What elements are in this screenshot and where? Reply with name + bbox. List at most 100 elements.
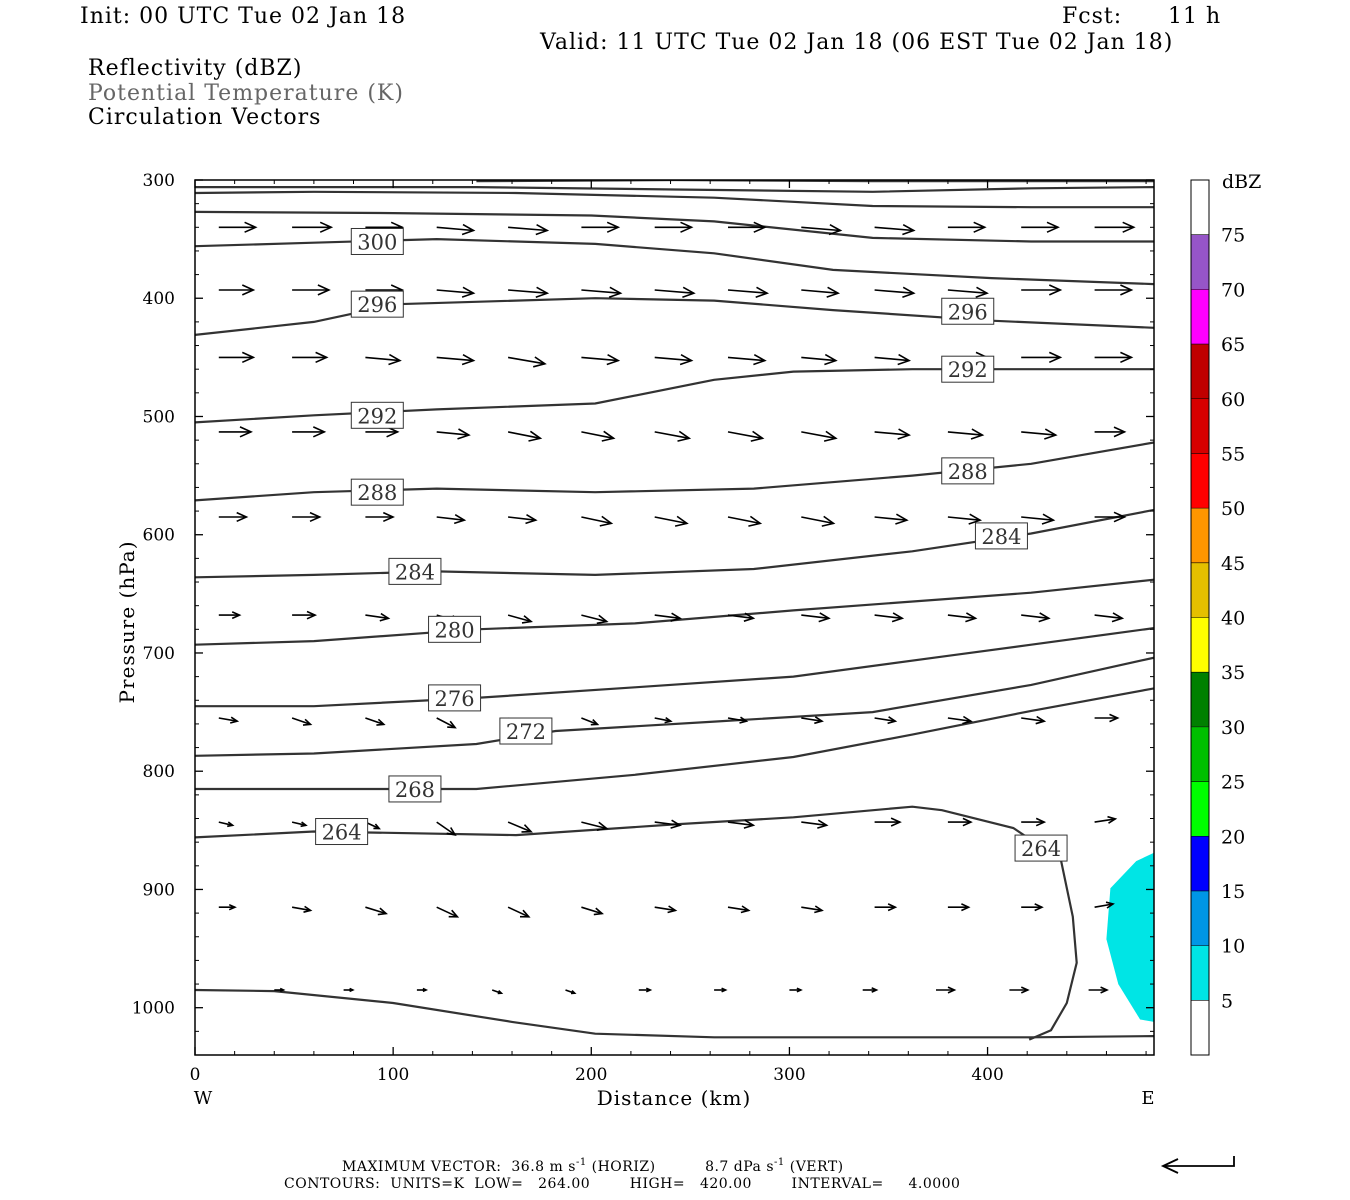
- forecast-hour: 11 h: [1168, 4, 1222, 29]
- vector-head: [667, 905, 678, 914]
- vector-shaft: [436, 821, 456, 836]
- contour-label: 296: [357, 293, 397, 317]
- vector-head: [677, 430, 692, 442]
- vector-head: [533, 356, 547, 368]
- vector-shaft: [654, 717, 671, 722]
- vector-shaft: [436, 289, 474, 294]
- circulation-vector: [436, 286, 476, 298]
- vector-head: [244, 221, 258, 233]
- vector-head: [664, 716, 673, 724]
- contour-label-box: [428, 615, 482, 643]
- vector-head: [521, 824, 533, 833]
- circulation-vector: [654, 354, 694, 366]
- vector-head: [1100, 986, 1109, 994]
- colorbar-unit: dBZ: [1222, 171, 1261, 193]
- colorbar-swatch: [1191, 672, 1209, 727]
- vector-shaft: [581, 821, 607, 830]
- colorbar-swatch: [1191, 562, 1209, 618]
- circulation-vector: [292, 426, 327, 438]
- vector-shaft: [874, 717, 896, 722]
- vector-head: [1109, 713, 1120, 723]
- contour-label: 284: [395, 560, 435, 584]
- vector-shaft: [801, 906, 823, 912]
- vector-shaft: [947, 289, 988, 294]
- circulation-vector: [581, 906, 604, 916]
- contour-label: 268: [395, 778, 435, 802]
- colorbar-label: 70: [1221, 279, 1245, 301]
- circulation-vector: [507, 356, 547, 368]
- vector-head: [497, 990, 504, 995]
- circulation-vector: [1094, 815, 1118, 824]
- vector-shaft: [727, 356, 765, 362]
- contour-label: 280: [435, 618, 475, 642]
- contour-label: 288: [357, 481, 397, 505]
- colorbar-swatch: [1191, 726, 1209, 782]
- vector-head: [887, 716, 898, 725]
- circulation-vector: [727, 515, 763, 527]
- vector-head: [236, 511, 249, 523]
- vector-head: [680, 221, 694, 233]
- colorbar-label: 30: [1221, 717, 1245, 739]
- vector-shaft: [507, 906, 530, 918]
- dbz-colorbar: 5 10 15 20 25 30 35 40 45 50 55 60 65 70 75: [1190, 179, 1245, 1056]
- colorbar-label: 15: [1221, 881, 1245, 903]
- circulation-vector: [365, 353, 402, 366]
- theta-contour-288: [195, 441, 1154, 502]
- vector-shaft: [291, 906, 311, 912]
- reflectivity-area: [1106, 852, 1154, 1022]
- vector-head: [317, 284, 331, 296]
- vector-head: [373, 823, 381, 830]
- contour-label: 284: [981, 525, 1021, 549]
- circulation-vector: [947, 715, 973, 725]
- field-reflectivity: Reflectivity (dBZ): [88, 56, 303, 81]
- vector-head: [828, 223, 843, 236]
- vector-shaft: [654, 614, 681, 620]
- vector-head: [1107, 815, 1118, 824]
- vector-head: [319, 221, 334, 233]
- max-vector-vert: 8.7 dPa s: [705, 1159, 775, 1175]
- x-tick-label: 300: [773, 1065, 805, 1085]
- vector-head: [596, 821, 609, 831]
- max-vector-vert-exponent: -1: [774, 1157, 785, 1168]
- x-tick-label: 200: [575, 1065, 607, 1085]
- circulation-vector: [218, 903, 237, 911]
- y-axis-title: Pressure (hPa): [115, 541, 139, 704]
- vector-head: [645, 987, 653, 993]
- vector-shaft: [654, 516, 688, 525]
- vector-shaft: [1021, 717, 1045, 722]
- vector-head: [973, 221, 987, 233]
- vector-head: [590, 719, 600, 726]
- contour-label-box: [1014, 834, 1068, 862]
- circulation-vector: [801, 223, 843, 236]
- circulation-vector: [1021, 351, 1063, 364]
- colorbar-swatch: [1191, 781, 1209, 837]
- contour-label: 264: [1021, 837, 1061, 861]
- vector-head: [823, 430, 838, 442]
- vector-head: [968, 513, 983, 525]
- circulation-vector: [727, 905, 751, 914]
- colorbar-label: 10: [1221, 936, 1245, 958]
- contour-label-box: [499, 717, 553, 745]
- reflectivity-layer: [1106, 852, 1154, 1022]
- circulation-vector: [727, 612, 756, 622]
- vector-shaft: [581, 356, 619, 362]
- circulation-vector: [947, 612, 978, 623]
- contour-label-box: [350, 401, 404, 429]
- circulation-vector: [874, 612, 905, 623]
- theta-contour-304: [195, 210, 1154, 243]
- x-end-label-east: E: [1141, 1088, 1154, 1109]
- circulation-vector: [654, 819, 682, 829]
- colorbar-swatch: [1191, 945, 1209, 1001]
- circulation-vector: [581, 286, 623, 298]
- vector-head: [947, 986, 957, 994]
- circulation-vector: [292, 610, 318, 620]
- vector-shaft: [436, 356, 474, 362]
- circulation-vector: [654, 612, 682, 622]
- circulation-vector: [292, 511, 322, 523]
- vector-head: [241, 284, 256, 296]
- colorbar-label: 75: [1221, 225, 1245, 247]
- vector-head: [606, 221, 621, 233]
- circulation-vector: [801, 430, 838, 442]
- vector-head: [1038, 612, 1051, 623]
- circulation-vector: [1094, 511, 1127, 523]
